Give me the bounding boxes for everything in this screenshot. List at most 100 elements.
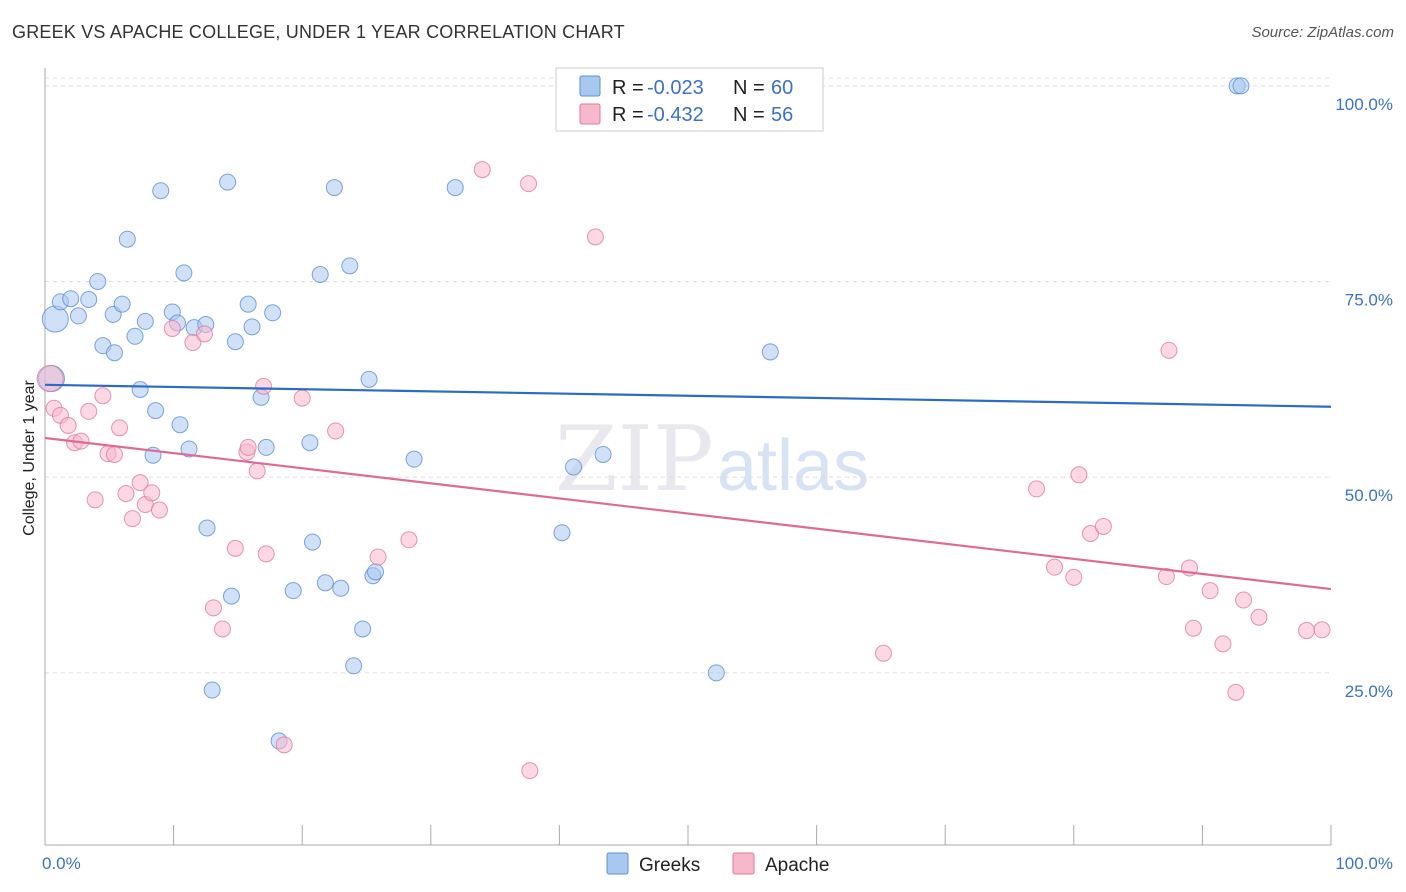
greeks-point-39	[311, 265, 329, 283]
apache-point-19	[184, 334, 202, 352]
greeks-point-29	[226, 333, 244, 351]
apache-point-49	[1201, 582, 1219, 600]
apache-point-55	[1313, 621, 1331, 639]
bottom-legend-greeks-swatch	[606, 852, 629, 875]
apache-point-36	[521, 762, 539, 780]
apache-point-46	[1160, 341, 1178, 359]
x-tick-label-0: 0.0%	[42, 854, 81, 873]
greeks-point-17	[152, 182, 170, 200]
greeks-point-10	[113, 295, 131, 313]
legend-apache-r-value: -0.432	[647, 104, 704, 126]
greeks-point-51	[553, 524, 571, 542]
legend-greeks-n-label: N =	[733, 77, 765, 99]
greeks-point-11	[118, 230, 136, 248]
y-tick-label-3: 100.0%	[1335, 95, 1393, 114]
y-axis-title: College, Under 1 year	[21, 380, 38, 536]
legend-apache-r-label: R =	[612, 104, 644, 126]
apache-point-39	[1028, 480, 1046, 498]
greeks-point-56	[761, 343, 779, 361]
apache-point-18	[163, 319, 181, 337]
watermark-zip: ZIP	[555, 407, 714, 512]
axes	[44, 68, 1332, 846]
apache-point-53	[1250, 608, 1268, 626]
legend-greeks-r-label: R =	[612, 77, 644, 99]
legend-apache-swatch	[579, 103, 601, 125]
greeks-point-25	[198, 519, 216, 537]
legend-apache-n-label: N =	[733, 104, 765, 126]
greeks-point-20	[171, 416, 189, 434]
trend-lines	[44, 383, 1332, 591]
apache-point-8	[94, 387, 112, 405]
apache-point-11	[111, 419, 129, 437]
greeks-point-36	[284, 582, 302, 600]
greeks-point-41	[325, 179, 343, 197]
bottom-legend-apache-label: Apache	[765, 855, 829, 876]
apache-point-43	[1082, 525, 1100, 543]
greeks-point-59	[1232, 77, 1250, 95]
greeks-point-53	[594, 445, 612, 463]
chart-source: Source: ZipAtlas.com	[1251, 24, 1394, 41]
greeks-point-34	[264, 304, 282, 322]
apache-point-51	[1227, 683, 1245, 701]
apache-point-26	[248, 462, 266, 480]
apache-point-30	[293, 389, 311, 407]
bottom-legend-apache-swatch	[732, 852, 755, 875]
y-tick-label-1: 50.0%	[1345, 486, 1393, 505]
bottom-legend: Greeks Apache	[606, 852, 829, 876]
greeks-point-48	[367, 563, 385, 581]
apache-point-45	[1157, 568, 1175, 586]
greeks-point-6	[89, 272, 107, 290]
apache-point-44	[1094, 517, 1112, 535]
greeks-point-44	[345, 657, 363, 675]
apache-point-41	[1065, 568, 1083, 586]
greeks-point-33	[257, 438, 275, 456]
greeks-point-37	[301, 434, 319, 452]
greeks-point-30	[239, 295, 257, 313]
apache-point-32	[369, 548, 387, 566]
legend-greeks-r-value: -0.023	[647, 77, 704, 99]
greeks-trend-line	[44, 383, 1332, 408]
apache-point-23	[226, 539, 244, 557]
greeks-point-40	[316, 574, 334, 592]
greeks-point-27	[219, 173, 237, 191]
apache-point-12	[117, 485, 135, 503]
greeks-point-28	[222, 587, 240, 605]
apache-point-16	[143, 484, 161, 502]
greeks-point-5	[80, 290, 98, 308]
greeks-point-26	[203, 681, 221, 699]
apache-point-35	[520, 175, 538, 193]
greeks-point-52	[565, 458, 583, 476]
apache-point-40	[1046, 558, 1064, 576]
watermark: ZIP atlas	[555, 407, 869, 512]
greeks-point-46	[360, 370, 378, 388]
greeks-point-14	[136, 312, 154, 330]
greeks-point-22	[180, 440, 198, 458]
apache-point-13	[123, 510, 141, 528]
greeks-point-38	[303, 533, 321, 551]
greeks-point-9	[105, 344, 123, 362]
apache-point-42	[1070, 466, 1088, 484]
greeks-point-3	[62, 290, 80, 308]
apache-point-52	[1235, 591, 1253, 609]
apache-point-50	[1214, 635, 1232, 653]
apache-point-28	[257, 545, 275, 563]
legend-greeks-swatch	[579, 75, 601, 97]
apache-point-38	[874, 644, 892, 662]
apache-point-6	[80, 402, 98, 420]
legend-apache-n-value: 56	[771, 104, 793, 126]
apache-point-27	[255, 377, 273, 395]
apache-point-37	[586, 228, 604, 246]
y-tick-label-2: 75.0%	[1345, 290, 1393, 309]
apache-point-21	[204, 599, 222, 617]
apache-point-20	[195, 325, 213, 343]
greeks-point-50	[446, 179, 464, 197]
legend-greeks-n-value: 60	[771, 77, 793, 99]
watermark-atlas: atlas	[717, 426, 869, 506]
greeks-point-16	[147, 402, 165, 420]
apache-point-29	[275, 736, 293, 754]
apache-point-3	[59, 416, 77, 434]
greeks-point-45	[354, 620, 372, 638]
apache-point-7	[86, 491, 104, 509]
tick-labels: 25.0% 50.0% 75.0% 100.0% 0.0% 100.0%	[42, 95, 1393, 873]
